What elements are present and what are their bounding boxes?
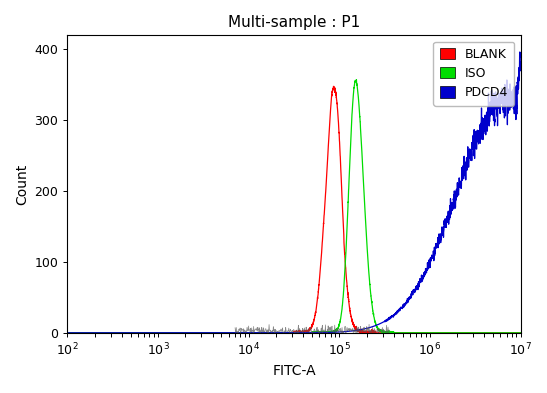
Legend: BLANK, ISO, PDCD4: BLANK, ISO, PDCD4 (433, 42, 514, 106)
Title: Multi-sample : P1: Multi-sample : P1 (228, 15, 360, 30)
X-axis label: FITC-A: FITC-A (272, 364, 316, 378)
Y-axis label: Count: Count (15, 163, 29, 205)
